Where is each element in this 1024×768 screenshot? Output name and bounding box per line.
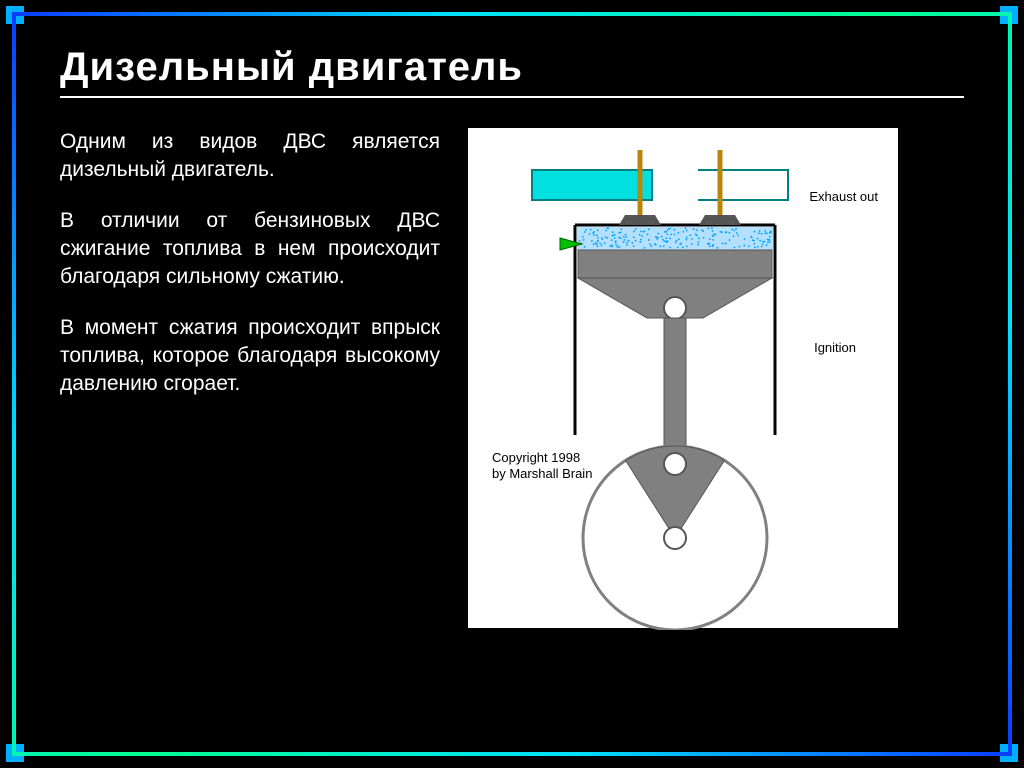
paragraph: В отличии от бензиновых ДВС сжигание топ… [60, 207, 440, 292]
diagram-column: Exhaust out Ignition Copyright 1998 by M… [468, 128, 964, 628]
text-column: Одним из видов ДВС является дизельный дв… [60, 128, 440, 628]
title-underline [60, 96, 964, 98]
slide-title: Дизельный двигатель [60, 45, 964, 90]
engine-diagram: Exhaust out Ignition Copyright 1998 by M… [468, 128, 898, 628]
paragraph: Одним из видов ДВС является дизельный дв… [60, 128, 440, 185]
paragraph: В момент сжатия происходит впрыск топлив… [60, 314, 440, 399]
slide-content: Дизельный двигатель Одним из видов ДВС я… [60, 45, 964, 723]
ignition-label: Ignition [814, 340, 856, 355]
copyright-label: Copyright 1998 by Marshall Brain [492, 450, 592, 481]
exhaust-label: Exhaust out [809, 190, 878, 204]
engine-svg [470, 130, 900, 630]
